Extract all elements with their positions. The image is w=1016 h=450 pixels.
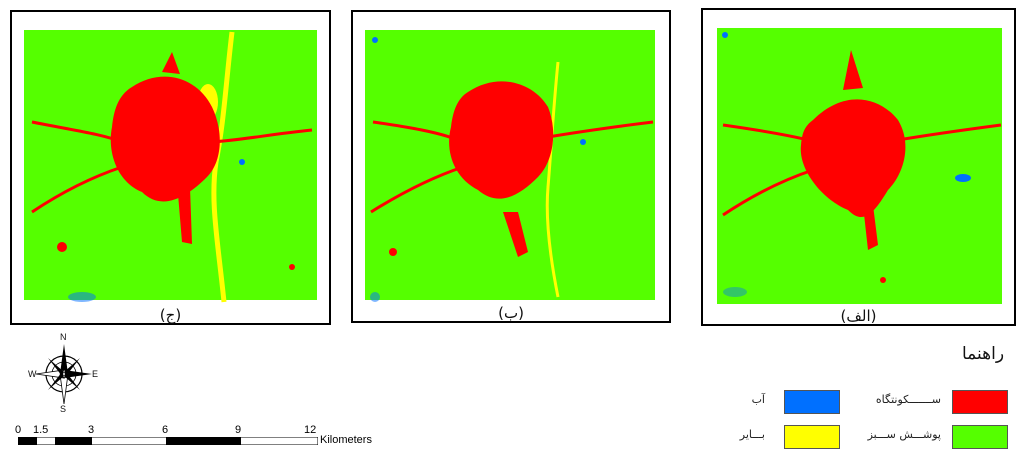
scale-tick-label: 3	[88, 424, 95, 436]
compass-rose-icon: N S E W	[22, 332, 106, 414]
map-panel-c: (ج)	[10, 10, 331, 325]
legend-label-vegetation: پوشـــش ســـبز	[867, 428, 941, 441]
map-label-a: (الف)	[840, 307, 877, 325]
legend-swatch-water	[784, 390, 840, 414]
map-label-c: (ج)	[159, 306, 182, 324]
scale-tick-label: 0	[15, 424, 22, 436]
land-cover-map-a	[717, 28, 1002, 304]
scale-tick-label: 12	[304, 424, 317, 436]
land-cover-map-c	[24, 30, 317, 303]
compass-e-label: E	[92, 369, 99, 379]
scale-tick-label: 9	[235, 424, 242, 436]
scale-units-label: Kilometers	[320, 434, 372, 446]
scale-tick-label: 6	[162, 424, 169, 436]
compass-s-label: S	[60, 404, 67, 414]
map-label-b: (ب)	[498, 304, 524, 322]
land-cover-map-b	[365, 30, 655, 302]
legend-swatch-settlement	[952, 390, 1008, 414]
scale-tick-label: 1.5	[33, 424, 49, 436]
legend-swatch-vegetation	[952, 425, 1008, 449]
map-panel-b: (ب)	[351, 10, 671, 323]
legend-label-barren: بـــایر	[739, 428, 765, 441]
scale-bar-graphic	[18, 437, 318, 445]
legend-label-settlement: ســـــــکونتگاه	[875, 393, 941, 406]
legend-label-water: آب	[751, 393, 765, 406]
map-panel-a: (الف)	[701, 8, 1016, 326]
legend-title: راهنما	[962, 344, 1005, 364]
compass-n-label: N	[60, 332, 67, 342]
legend-swatch-barren	[784, 425, 840, 449]
compass-w-label: W	[28, 369, 37, 379]
